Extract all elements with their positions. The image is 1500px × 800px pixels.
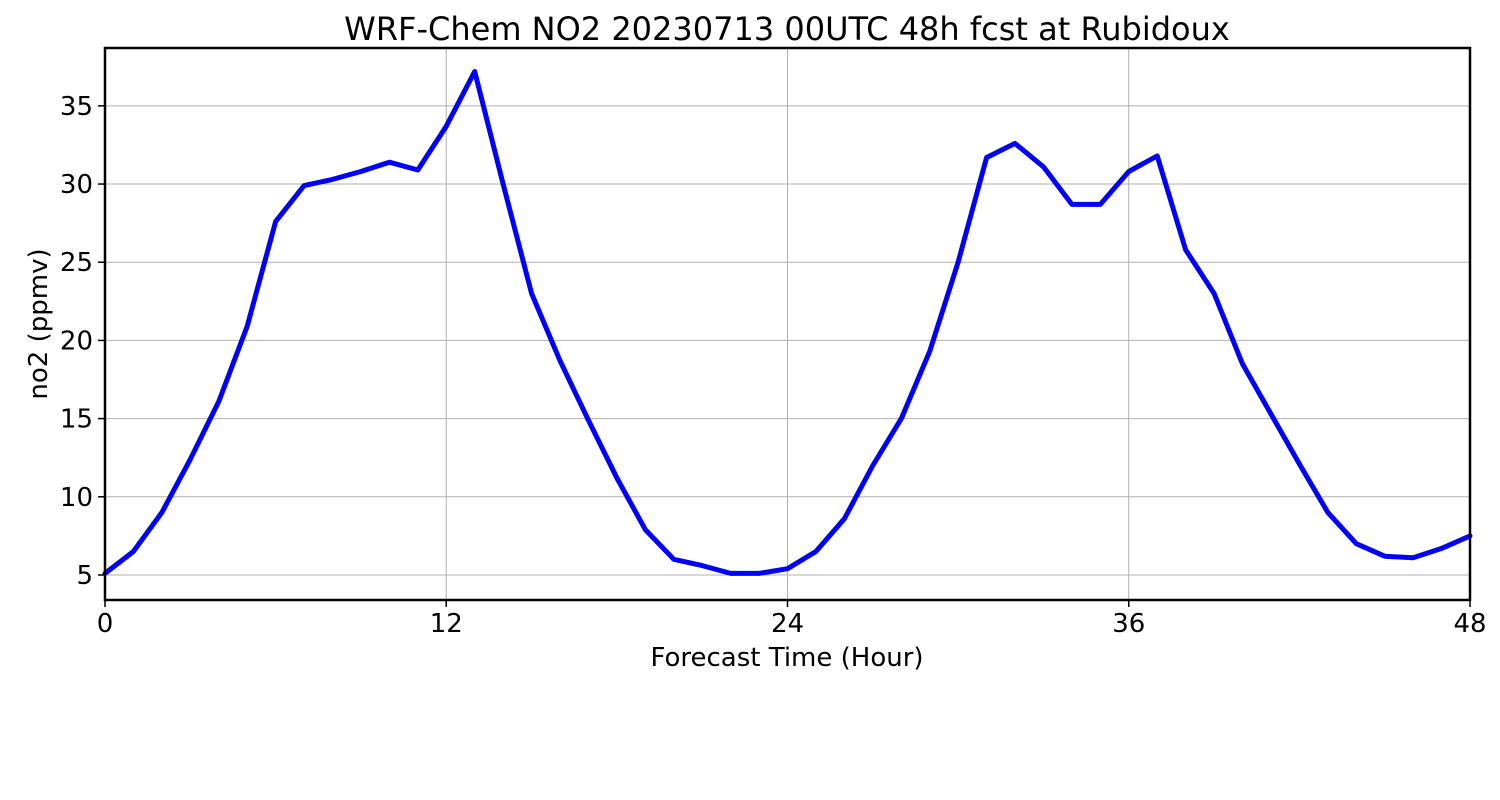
x-tick-label: 36 (1112, 609, 1145, 639)
y-tick-label: 15 (60, 405, 93, 435)
x-axis-label: Forecast Time (Hour) (650, 643, 923, 673)
y-tick-label: 5 (76, 561, 93, 591)
x-tick-label: 0 (97, 609, 114, 639)
y-tick-label: 10 (60, 483, 93, 513)
x-tick-label: 48 (1453, 609, 1486, 639)
grid-lines (104, 48, 1471, 600)
chart-title: WRF-Chem NO2 20230713 00UTC 48h fcst at … (344, 10, 1230, 48)
y-tick-label: 30 (60, 170, 93, 200)
x-tick-label: 24 (771, 609, 804, 639)
y-tick-label: 20 (60, 326, 93, 356)
series-layer (102, 69, 1473, 576)
y-tick-label: 25 (60, 248, 93, 278)
no2-series-line (102, 69, 1473, 576)
x-tick-label: 12 (430, 609, 463, 639)
y-axis-label: no2 (ppmv) (24, 248, 54, 399)
axis-ticks: 0 12 24 36 48 5 10 15 20 25 30 35 (60, 92, 1487, 639)
y-tick-label: 35 (60, 92, 93, 122)
